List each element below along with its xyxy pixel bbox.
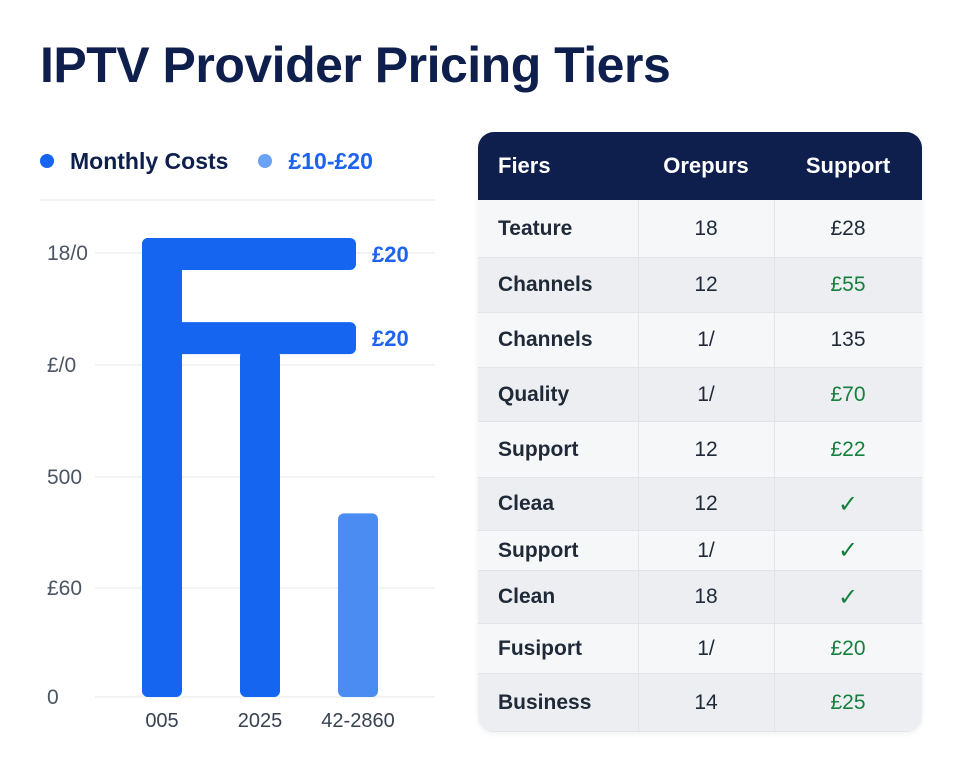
- table-row: Support 12 £22: [478, 422, 922, 478]
- row-value-cell: 12: [694, 273, 718, 296]
- row-value-cell: 18: [694, 216, 718, 240]
- table-row: Clean 18 ✓: [478, 571, 922, 624]
- legend-label: Monthly Costs: [70, 147, 229, 174]
- row-value-cell: 14: [694, 690, 718, 714]
- table-row: Support 1/ ✓: [478, 531, 922, 571]
- bar: [338, 513, 378, 697]
- y-tick-label: £/0: [47, 354, 76, 377]
- x-tick-label: 42-2860: [321, 710, 394, 732]
- row-value-cell: 1/: [697, 328, 715, 351]
- legend-label: £10-£20: [288, 147, 373, 174]
- row-label-cell: Channels: [498, 273, 593, 296]
- row-value-cell: 18: [694, 585, 718, 608]
- header-cell-orepurs: Orepurs: [663, 153, 749, 178]
- row-label-cell: Fusiport: [498, 636, 582, 660]
- row-label-cell: Support: [498, 437, 579, 461]
- column-divider: [638, 200, 639, 732]
- row-label-cell: Clean: [498, 585, 556, 608]
- row-label-cell: Support: [498, 538, 579, 562]
- table-row: Channels 12 £55: [478, 258, 922, 313]
- row-price-cell: £22: [830, 437, 866, 461]
- annotation-bar: [142, 322, 356, 355]
- row-label-cell: Quality: [498, 382, 570, 406]
- table-row: Teature 18 £28: [478, 200, 922, 258]
- row-label-cell: Channels: [498, 328, 593, 351]
- pricing-table: Fiers Orepurs Support Teature 18 £28 Channe…: [478, 132, 922, 732]
- row-value-cell: 1/: [697, 382, 715, 406]
- annotation-label: £20: [372, 326, 409, 351]
- page-title: IPTV Provider Pricing Tiers: [40, 37, 671, 93]
- x-tick-label: 2025: [238, 710, 283, 732]
- legend-swatch-price-range: [258, 154, 273, 168]
- row-price-cell: £55: [830, 273, 866, 296]
- table-row: Cleaa 12 ✓: [478, 478, 922, 531]
- bar-chart-svg: 0 £60 500 £/0 18/0 005 2025 42-2860 £20 £20: [40, 199, 435, 732]
- row-price-cell: £25: [830, 690, 866, 714]
- column-divider: [774, 200, 775, 732]
- legend-item-monthly-costs: Monthly Costs: [40, 148, 228, 175]
- annotation-label: £20: [372, 242, 409, 267]
- table-row: Business 14 £25: [478, 674, 922, 732]
- table-row: Quality 1/ £70: [478, 368, 922, 422]
- bar-chart: 0 £60 500 £/0 18/0 005 2025 42-2860 £20 £20: [0, 0, 460, 768]
- y-tick-label: 0: [47, 686, 59, 709]
- bar: [240, 350, 280, 697]
- row-price-cell: 135: [830, 328, 866, 351]
- checkmark-icon: ✓: [837, 537, 859, 564]
- row-value-cell: 12: [694, 437, 718, 461]
- row-label-cell: Cleaa: [498, 492, 555, 515]
- annotation-bar: [142, 238, 356, 270]
- chart-legend: Monthly Costs £10-£20: [40, 146, 391, 176]
- legend-item-price-range: £10-£20: [258, 147, 373, 175]
- bar: [142, 238, 182, 697]
- checkmark-icon: ✓: [837, 583, 859, 611]
- table-header: Fiers Orepurs Support: [478, 132, 922, 200]
- y-tick-label: 500: [47, 466, 82, 489]
- row-label-cell: Teature: [498, 216, 573, 240]
- row-value-cell: 1/: [697, 636, 715, 660]
- header-cell-support: Support: [805, 153, 891, 178]
- table-row: Fusiport 1/ £20: [478, 624, 922, 674]
- x-tick-label: 005: [145, 710, 178, 732]
- row-value-cell: 1/: [697, 538, 715, 562]
- row-price-cell: £70: [830, 382, 866, 406]
- row-label-cell: Business: [498, 690, 592, 714]
- checkmark-icon: ✓: [837, 490, 859, 518]
- row-value-cell: 12: [694, 492, 718, 515]
- y-tick-label: £60: [47, 577, 82, 600]
- legend-swatch-monthly-costs: [40, 154, 54, 168]
- row-price-cell: £28: [830, 216, 866, 240]
- y-tick-label: 18/0: [47, 242, 88, 265]
- table-body: Teature 18 £28 Channels 12 £55 Channels 1/135 Qu…: [478, 200, 922, 732]
- row-price-cell: £20: [830, 636, 866, 660]
- table-row: Channels 1/135: [478, 313, 922, 368]
- header-cell-fiers: Fiers: [498, 153, 551, 178]
